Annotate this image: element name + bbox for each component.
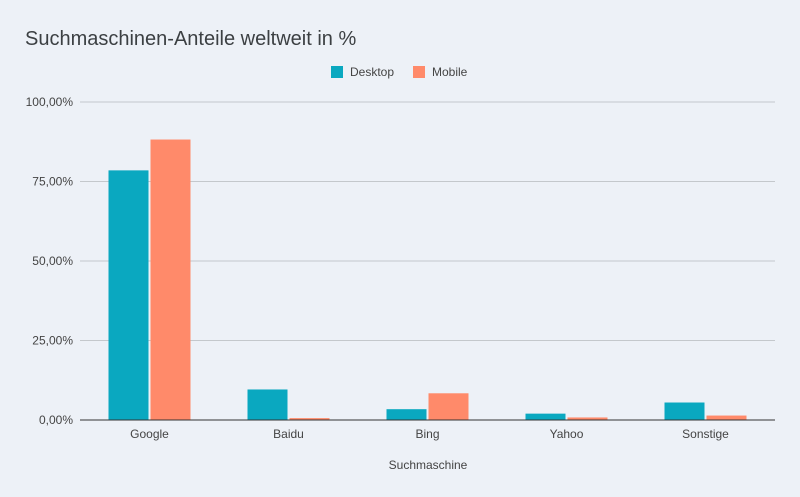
y-tick-label: 100,00% <box>26 95 74 109</box>
legend: Desktop Mobile <box>331 65 468 79</box>
bar-desktop-bing <box>386 409 427 420</box>
legend-swatch-desktop <box>331 66 343 78</box>
legend-swatch-mobile <box>413 66 425 78</box>
x-category-label: Baidu <box>273 427 304 441</box>
x-category-label: Google <box>130 427 169 441</box>
chart-title: Suchmaschinen-Anteile weltweit in % <box>25 28 356 50</box>
bar-desktop-google <box>108 170 149 420</box>
bar-desktop-yahoo <box>525 413 566 420</box>
bar-mobile-google <box>150 139 191 421</box>
bar-mobile-sonstige <box>706 415 747 420</box>
bar-mobile-yahoo <box>567 417 608 420</box>
legend-label-mobile: Mobile <box>432 65 468 79</box>
bar-desktop-baidu <box>247 389 288 420</box>
y-tick-label: 25,00% <box>32 334 73 348</box>
x-category-label: Bing <box>415 427 439 441</box>
bar-mobile-bing <box>428 393 469 420</box>
y-tick-label: 0,00% <box>39 413 73 427</box>
y-tick-label: 75,00% <box>32 175 73 189</box>
y-axis-ticks: 0,00% 25,00% 50,00% 75,00% 100,00% <box>26 95 74 427</box>
legend-label-desktop: Desktop <box>350 65 394 79</box>
x-axis-categories: Google Baidu Bing Yahoo Sonstige <box>130 427 729 441</box>
bar-mobile-baidu <box>289 418 330 420</box>
gridlines <box>80 101 775 341</box>
x-category-label: Sonstige <box>682 427 729 441</box>
x-axis-label: Suchmaschine <box>389 458 468 472</box>
x-category-label: Yahoo <box>550 427 584 441</box>
bar-desktop-sonstige <box>664 402 705 420</box>
y-tick-label: 50,00% <box>32 254 73 268</box>
bars <box>108 139 747 421</box>
